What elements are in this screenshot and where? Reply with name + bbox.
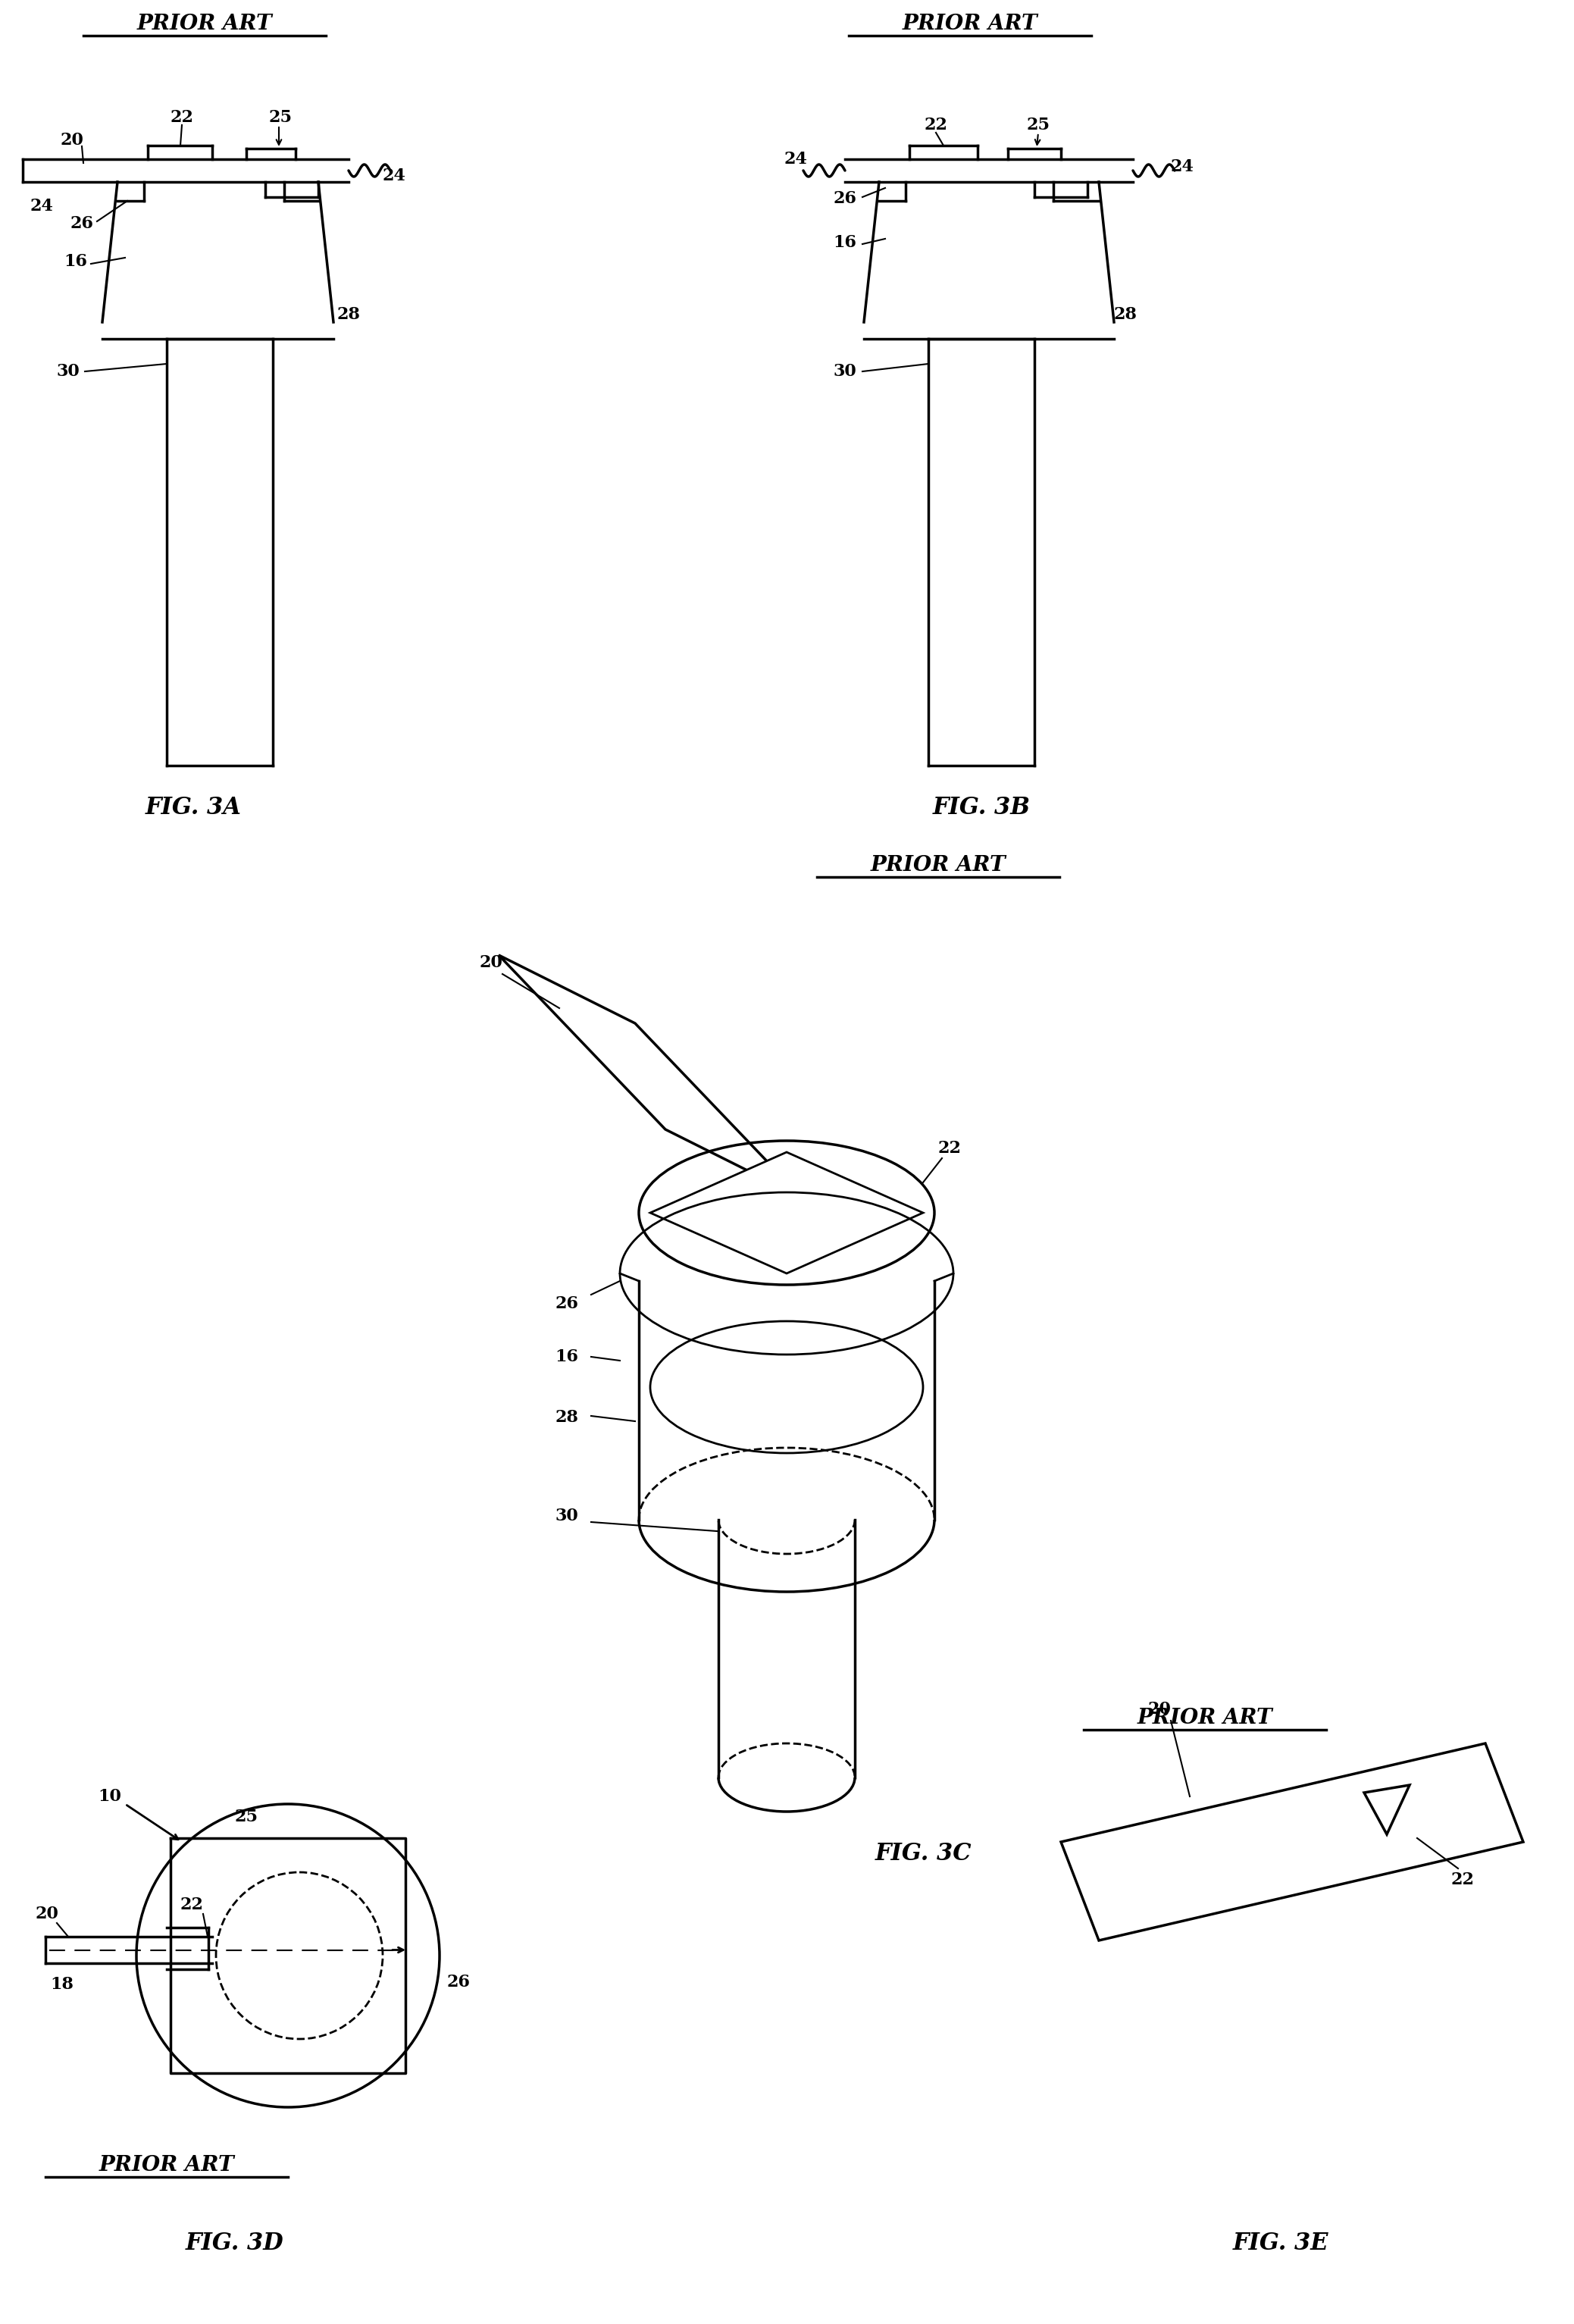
Text: 20: 20: [35, 1906, 58, 1922]
Text: 26: 26: [556, 1294, 579, 1313]
Text: 20: 20: [480, 955, 502, 971]
Text: PRIOR ART: PRIOR ART: [902, 14, 1037, 35]
Text: PRIOR ART: PRIOR ART: [137, 14, 272, 35]
Polygon shape: [650, 1153, 922, 1274]
Polygon shape: [1061, 1743, 1524, 1941]
Text: 26: 26: [71, 216, 93, 232]
Text: 24: 24: [784, 151, 807, 167]
Text: 22: 22: [938, 1141, 962, 1157]
Text: 10: 10: [98, 1787, 121, 1806]
Text: 24: 24: [1171, 158, 1195, 174]
Text: 18: 18: [50, 1975, 74, 1992]
Text: 22: 22: [179, 1896, 203, 1913]
Text: 24: 24: [30, 198, 54, 214]
Text: 16: 16: [556, 1348, 579, 1364]
Text: 28: 28: [337, 307, 360, 323]
Text: FIG. 3E: FIG. 3E: [1232, 2231, 1328, 2254]
Text: FIG. 3A: FIG. 3A: [145, 795, 241, 818]
Text: 28: 28: [1114, 307, 1136, 323]
Text: 28: 28: [556, 1408, 579, 1427]
Text: PRIOR ART: PRIOR ART: [99, 2154, 235, 2175]
Polygon shape: [1365, 1785, 1410, 1834]
Text: 16: 16: [65, 253, 88, 270]
Text: FIG. 3B: FIG. 3B: [932, 795, 1031, 818]
Text: 30: 30: [833, 363, 856, 379]
Text: FIG. 3D: FIG. 3D: [186, 2231, 283, 2254]
Text: 26: 26: [833, 191, 856, 207]
Text: PRIOR ART: PRIOR ART: [870, 855, 1006, 876]
Text: 24: 24: [382, 167, 406, 184]
Text: 25: 25: [235, 1808, 258, 1824]
Text: 20: 20: [1147, 1701, 1171, 1717]
Text: 22: 22: [1451, 1871, 1475, 1887]
Text: 26: 26: [447, 1973, 471, 1989]
Text: FIG. 3C: FIG. 3C: [875, 1841, 971, 1866]
Text: PRIOR ART: PRIOR ART: [1138, 1708, 1273, 1729]
Text: 30: 30: [556, 1508, 579, 1525]
Text: 22: 22: [924, 116, 948, 132]
Text: 25: 25: [1026, 116, 1050, 132]
Text: 22: 22: [170, 109, 194, 125]
Polygon shape: [499, 955, 801, 1197]
Text: 16: 16: [833, 235, 856, 251]
Text: 20: 20: [60, 132, 83, 149]
Text: 30: 30: [57, 363, 80, 379]
Text: 25: 25: [269, 109, 293, 125]
